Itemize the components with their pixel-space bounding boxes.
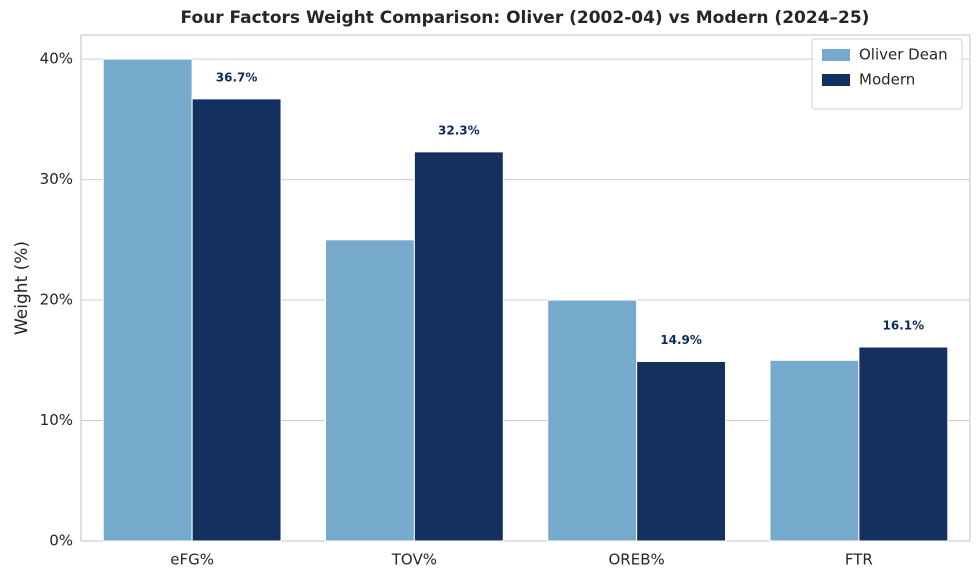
plot-frame [80,34,971,542]
bar [858,346,949,542]
value-label: 16.1% [883,319,925,333]
y-tick-label: 10% [40,411,73,429]
bar [102,58,193,542]
legend-swatch [822,74,850,86]
chart-title: Four Factors Weight Comparison: Oliver (… [181,8,870,28]
legend-label: Oliver Dean [859,46,948,64]
x-tick-label: TOV% [391,551,437,569]
value-label: 32.3% [438,123,480,137]
bar [191,98,282,542]
value-label: 14.9% [660,333,702,347]
x-tick-label: OREB% [609,551,665,569]
bar [324,239,415,542]
x-tick-label: FTR [845,551,873,569]
y-axis-label: Weight (%) [12,241,32,335]
y-tick-label: 0% [49,532,73,550]
legend-label: Modern [859,71,915,89]
legend-swatch [822,49,850,61]
y-tick-label: 40% [40,50,73,68]
bar [547,299,638,542]
value-label: 36.7% [216,70,258,84]
bar [636,360,727,542]
y-tick-label: 20% [40,291,73,309]
bar [413,151,504,542]
bar [769,359,860,542]
y-tick-label: 30% [40,170,73,188]
x-tick-label: eFG% [170,551,214,569]
